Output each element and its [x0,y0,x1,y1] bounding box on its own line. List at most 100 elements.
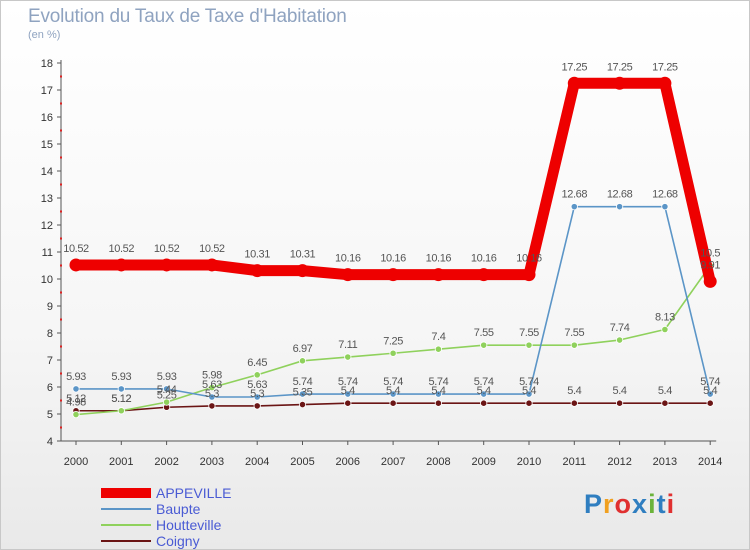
data-point-coigny [344,399,352,407]
data-point-coigny [298,400,307,409]
data-label-appeville: 17.25 [652,61,678,73]
x-tick-label: 2001 [109,456,133,468]
data-point-appeville [296,264,309,278]
data-label-baupte: 5.74 [428,376,448,388]
data-point-appeville [477,268,491,282]
y-tick-label: 9 [47,301,53,313]
x-tick-label: 2003 [200,456,224,468]
y-minor-tick [60,75,62,78]
data-label-coigny: 5.4 [477,385,491,397]
data-label-coigny: 5.4 [567,385,581,397]
data-point-appeville [114,258,128,272]
y-minor-tick [60,372,62,375]
data-label-baupte: 5.63 [247,379,267,391]
data-label-coigny: 5.4 [522,385,536,397]
y-tick-label: 10 [41,274,53,286]
x-tick-label: 2000 [64,456,88,468]
data-label-baupte: 5.93 [157,371,177,383]
logo-letter: x [632,489,649,519]
x-tick-label: 2014 [698,456,722,468]
y-minor-tick [60,399,62,402]
data-label-houtteville: 6.97 [293,343,313,355]
data-label-baupte: 12.68 [607,189,633,201]
data-label-houtteville: 5.98 [202,370,222,382]
x-tick-label: 2010 [517,456,541,468]
data-label-houtteville: 7.74 [610,322,630,334]
data-point-houtteville [72,410,80,419]
data-label-houtteville: 7.55 [474,327,494,339]
data-label-baupte: 5.74 [293,376,313,388]
data-point-coigny [208,402,216,410]
data-point-coigny [661,399,669,407]
y-minor-tick [60,210,62,213]
data-label-appeville: 10.52 [109,243,135,255]
data-point-baupte [208,393,216,401]
data-point-coigny [615,399,624,407]
legend-label: APPEVILLE [156,485,232,501]
y-tick-label: 14 [41,166,53,178]
data-label-houtteville: 5.44 [157,384,177,396]
data-point-appeville [522,268,536,282]
x-tick-label: 2012 [607,456,631,468]
data-point-coigny [434,399,442,407]
y-tick-label: 17 [41,85,53,97]
data-point-baupte [344,390,352,398]
logo-letter: t [656,489,667,519]
chart-data-labels: 5.12 5.12 5.25 5.3 5.3 5.35 5.4 5.4 5.4 5.4 5.4 5.4… [63,61,721,408]
chart-axes: 4 5 6 7 8 9 10 11 12 13 14 15 16 17 18 2000 2001 2002 2003… [41,58,723,468]
data-point-houtteville [344,353,352,361]
logo-letter: P [584,489,604,519]
data-label-coigny: 5.35 [293,387,313,399]
x-tick-label: 2007 [381,456,405,468]
data-point-baupte [389,390,397,398]
data-point-appeville [386,268,400,282]
data-point-appeville [250,264,264,278]
y-tick-label: 6 [47,382,53,394]
data-label-coigny: 5.3 [205,388,219,400]
data-label-houtteville: 7.4 [431,331,445,343]
data-point-houtteville [434,345,442,353]
data-label-baupte: 12.68 [562,189,588,201]
data-label-appeville: 9.91 [700,259,720,271]
data-point-baupte [163,385,171,393]
x-tick-label: 2004 [245,456,269,468]
data-point-coigny [389,399,397,407]
data-point-houtteville [615,336,624,344]
data-point-coigny [253,402,261,410]
x-tick-label: 2013 [653,456,677,468]
logo-letter: r [603,489,615,519]
data-point-baupte [117,385,125,393]
data-point-appeville [567,76,581,90]
data-point-appeville [431,268,445,282]
data-label-appeville: 17.25 [562,61,588,73]
y-minor-tick [60,318,62,321]
data-point-houtteville [253,371,261,379]
data-point-coigny [706,399,714,407]
data-label-coigny: 5.4 [431,385,445,397]
data-label-coigny: 5.4 [613,385,627,397]
data-label-coigny: 5.12 [66,393,86,405]
data-point-appeville [69,258,83,272]
data-point-baupte [298,390,307,398]
data-label-houtteville: 10.5 [700,248,720,260]
data-label-baupte: 5.74 [700,376,720,388]
x-tick-label: 2009 [471,456,495,468]
data-point-houtteville [661,325,669,334]
data-label-appeville: 10.52 [154,243,180,255]
data-point-baupte [661,203,669,211]
data-label-coigny: 5.4 [658,385,672,397]
y-minor-tick [60,129,62,132]
data-point-appeville [160,258,174,272]
data-point-houtteville [163,398,171,406]
data-label-houtteville: 7.11 [338,339,357,351]
y-tick-label: 7 [47,355,53,367]
data-point-baupte [570,203,578,211]
legend-label: Coigny [156,533,200,549]
data-label-appeville: 10.31 [290,249,316,261]
data-label-appeville: 10.52 [63,243,89,255]
data-point-houtteville [480,341,488,349]
y-minor-tick [60,291,62,294]
y-minor-tick [60,426,62,429]
data-label-houtteville: 7.25 [383,335,403,347]
